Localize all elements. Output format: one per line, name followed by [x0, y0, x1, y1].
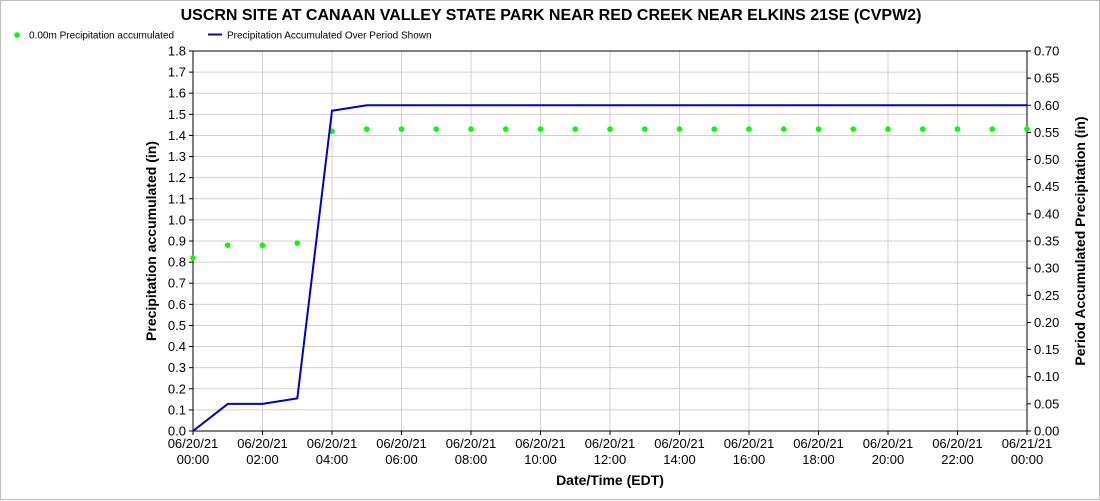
y-right-tick-label: 0.40 [1034, 206, 1059, 221]
y-left-tick-label: 1.8 [168, 44, 186, 59]
y-right-tick-label: 0.60 [1034, 98, 1059, 113]
y-right-tick-label: 0.05 [1034, 396, 1059, 411]
y-left-tick-label: 0.5 [168, 318, 186, 333]
data-point-accumulated [259, 242, 266, 249]
y-left-tick-label: 1.3 [168, 149, 186, 164]
legend-label-accumulated: 0.00m Precipitation accumulated [29, 31, 174, 42]
x-axis-label: Date/Time (EDT) [556, 472, 664, 488]
y-right-tick-label: 0.45 [1034, 179, 1059, 194]
x-tick-label-time: 20:00 [872, 452, 905, 467]
y-left-tick-label: 1.5 [168, 107, 186, 122]
x-tick-label-date: 06/20/21 [515, 436, 566, 451]
chart-title: USCRN SITE AT CANAAN VALLEY STATE PARK N… [181, 7, 922, 24]
y-left-tick-label: 1.7 [168, 65, 186, 80]
grid [192, 50, 1028, 432]
y-axis-label-left: Precipitation accumulated (in) [143, 141, 159, 341]
data-point-accumulated [433, 126, 440, 132]
y-left-tick-label: 1.6 [168, 86, 186, 101]
data-point-accumulated [780, 126, 787, 132]
x-tick-label-time: 08:00 [455, 452, 488, 467]
x-tick-label-date: 06/20/21 [932, 436, 983, 451]
data-point-accumulated [641, 126, 648, 132]
x-tick-label-time: 14:00 [663, 452, 696, 467]
data-point-accumulated [468, 126, 474, 132]
y-left-tick-label: 0.4 [168, 339, 186, 354]
axes: 0.0 0.1 0.2 0.3 0.4 0.5 0.6 0.7 0.8 0.9 1.0 1.1 1.2 1… [168, 44, 1060, 468]
x-tick-label-date: 06/20/21 [446, 436, 497, 451]
data-point-accumulated [607, 126, 613, 132]
x-tick-label-date: 06/20/21 [793, 436, 844, 451]
x-tick-label-time: 00:00 [1011, 452, 1044, 467]
y-right-tick-label: 0.20 [1034, 315, 1059, 330]
y-left-tick-label: 1.1 [168, 191, 186, 206]
legend-marker-accumulated [14, 32, 20, 38]
plot-area-border [192, 50, 1028, 432]
x-tick-label-date: 06/20/21 [724, 436, 775, 451]
x-tick-label-date: 06/20/21 [585, 436, 636, 451]
data-point-accumulated [294, 240, 301, 246]
data-point-accumulated [190, 255, 196, 261]
y-right-tick-label: 0.25 [1034, 288, 1059, 303]
y-left-tick-label: 0.2 [168, 381, 186, 396]
y-left-tick-label: 0.3 [168, 360, 186, 375]
x-tick-label-time: 18:00 [802, 452, 835, 467]
legend-label-period: Precipitation Accumulated Over Period Sh… [227, 31, 432, 42]
x-tick-label-date: 06/20/21 [654, 436, 705, 451]
x-tick-label-time: 10:00 [524, 452, 557, 467]
data-point-accumulated [537, 126, 544, 132]
y-left-tick-label: 1.0 [168, 212, 186, 227]
x-tick-label-time: 02:00 [246, 452, 279, 467]
x-tick-label-date: 06/20/21 [307, 436, 358, 451]
y-left-tick-label: 0.8 [168, 255, 186, 270]
x-tick-label-time: 16:00 [733, 452, 766, 467]
data-point-accumulated [363, 126, 370, 132]
data-point-accumulated [850, 126, 857, 132]
x-tick-label-time: 12:00 [594, 452, 627, 467]
data-point-accumulated [746, 126, 752, 132]
data-point-accumulated [572, 126, 579, 132]
y-left-tick-label: 0.7 [168, 276, 186, 291]
series-line-period-accumulated [192, 104, 1027, 432]
y-left-tick-label: 0.0 [168, 424, 186, 439]
data-point-accumulated [676, 126, 683, 132]
data-point-accumulated [502, 126, 509, 132]
y-left-tick-label: 0.1 [168, 402, 186, 417]
data-point-accumulated [1024, 126, 1030, 132]
y-right-tick-label: 0.70 [1034, 44, 1059, 59]
y-right-tick-label: 0.00 [1034, 424, 1059, 439]
y-right-tick-label: 0.65 [1034, 71, 1059, 86]
y-left-tick-label: 0.6 [168, 297, 186, 312]
y-left-tick-label: 0.9 [168, 234, 186, 249]
y-right-tick-label: 0.50 [1034, 152, 1059, 167]
y-right-tick-label: 0.55 [1034, 125, 1059, 140]
data-point-accumulated [989, 126, 996, 132]
y-left-tick-label: 1.2 [168, 170, 186, 185]
y-right-tick-label: 0.35 [1034, 234, 1059, 249]
x-tick-label-date: 06/21/21 [1002, 436, 1053, 451]
x-tick-label-date: 06/20/21 [237, 436, 288, 451]
x-tick-label-date: 06/20/21 [168, 436, 219, 451]
y-right-tick-label: 0.15 [1034, 342, 1059, 357]
data-layer [190, 104, 1030, 432]
data-point-accumulated [954, 126, 961, 132]
x-tick-label-time: 04:00 [316, 452, 349, 467]
legend: 0.00m Precipitation accumulated Precipit… [14, 31, 432, 42]
data-point-accumulated [919, 126, 926, 132]
data-point-accumulated [885, 126, 891, 132]
y-right-tick-label: 0.30 [1034, 261, 1059, 276]
x-tick-label-time: 06:00 [385, 452, 418, 467]
y-right-tick-label: 0.10 [1034, 369, 1059, 384]
x-tick-label-date: 06/20/21 [376, 436, 427, 451]
x-tick-label-date: 06/20/21 [863, 436, 914, 451]
data-point-accumulated [815, 126, 822, 132]
data-point-accumulated [224, 242, 231, 249]
y-axis-label-right: Period Accumulated Precipitation (in) [1072, 116, 1088, 365]
data-point-accumulated [711, 126, 718, 132]
x-tick-label-time: 22:00 [941, 452, 974, 467]
y-left-tick-label: 1.4 [168, 128, 186, 143]
data-point-accumulated [398, 126, 405, 132]
x-tick-label-time: 00:00 [177, 452, 210, 467]
